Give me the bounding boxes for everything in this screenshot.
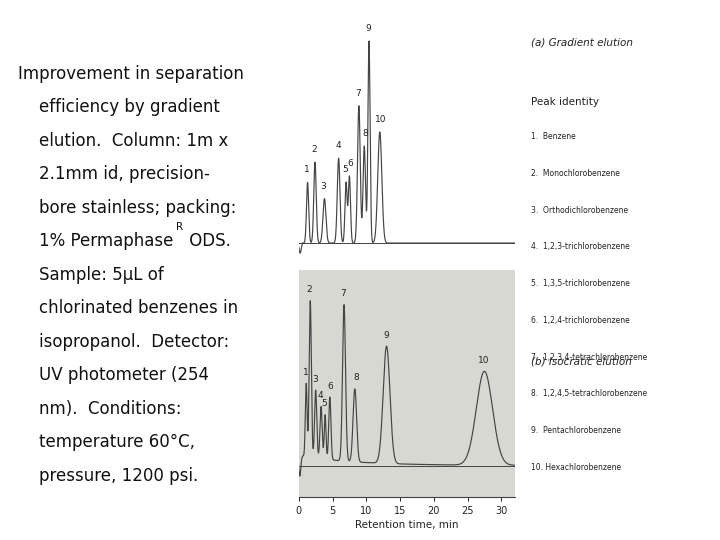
Text: 6: 6: [328, 382, 333, 390]
Text: 9.  Pentachlorobenzene: 9. Pentachlorobenzene: [531, 426, 621, 435]
Text: pressure, 1200 psi.: pressure, 1200 psi.: [18, 467, 198, 484]
Text: ODS.: ODS.: [184, 232, 231, 250]
Text: 2: 2: [312, 145, 317, 154]
X-axis label: Retention time, min: Retention time, min: [355, 520, 459, 530]
Text: 4: 4: [336, 141, 341, 150]
Text: 8.  1,2,4,5-tetrachlorobenzene: 8. 1,2,4,5-tetrachlorobenzene: [531, 389, 647, 399]
Text: isopropanol.  Detector:: isopropanol. Detector:: [18, 333, 229, 350]
Text: 10. Hexachlorobenzene: 10. Hexachlorobenzene: [531, 463, 621, 472]
Text: 2: 2: [307, 285, 312, 294]
Text: Improvement in separation: Improvement in separation: [18, 65, 243, 83]
Text: 5: 5: [343, 165, 348, 174]
Text: 8: 8: [353, 373, 359, 382]
Text: chlorinated benzenes in: chlorinated benzenes in: [18, 299, 238, 317]
Text: 5.  1,3,5-trichlorobenzene: 5. 1,3,5-trichlorobenzene: [531, 279, 630, 288]
Text: 10: 10: [478, 356, 490, 365]
Text: 7: 7: [340, 289, 346, 298]
Text: efficiency by gradient: efficiency by gradient: [18, 98, 220, 116]
Text: 10: 10: [375, 115, 387, 124]
Text: 3.  Orthodichlorobenzene: 3. Orthodichlorobenzene: [531, 206, 629, 215]
Text: 7.  1,2,3,4-tetrachlorobenzene: 7. 1,2,3,4-tetrachlorobenzene: [531, 353, 647, 362]
Text: 8: 8: [363, 129, 369, 138]
Text: 6.  1,2,4-trichlorobenzene: 6. 1,2,4-trichlorobenzene: [531, 316, 630, 325]
Text: Sample: 5μL of: Sample: 5μL of: [18, 266, 163, 284]
Text: R: R: [176, 222, 183, 233]
Text: 3: 3: [321, 181, 326, 191]
Text: bore stainless; packing:: bore stainless; packing:: [18, 199, 236, 217]
Text: 1.  Benzene: 1. Benzene: [531, 132, 576, 141]
Text: 1% Permaphase: 1% Permaphase: [18, 232, 173, 250]
Text: 9: 9: [383, 330, 389, 340]
Text: 1: 1: [302, 368, 308, 377]
Text: 6: 6: [347, 159, 353, 168]
Text: 2.  Monochlorobenzene: 2. Monochlorobenzene: [531, 169, 620, 178]
Text: 1: 1: [304, 165, 310, 174]
Text: Peak identity: Peak identity: [531, 97, 599, 107]
Text: 7: 7: [355, 89, 361, 98]
Text: 9: 9: [366, 24, 372, 33]
Text: 2.1mm id, precision-: 2.1mm id, precision-: [18, 165, 210, 183]
Text: 3: 3: [312, 375, 318, 383]
Text: (a) Gradient elution: (a) Gradient elution: [531, 38, 633, 48]
Text: UV photometer (254: UV photometer (254: [18, 366, 209, 384]
Text: 5: 5: [322, 399, 328, 408]
Text: temperature 60°C,: temperature 60°C,: [18, 433, 194, 451]
Text: elution.  Column: 1m x: elution. Column: 1m x: [18, 132, 228, 150]
Text: nm).  Conditions:: nm). Conditions:: [18, 400, 181, 417]
Text: (b) Isocratic elution: (b) Isocratic elution: [531, 356, 632, 367]
Text: 4.  1,2,3-trichlorobenzene: 4. 1,2,3-trichlorobenzene: [531, 242, 630, 252]
Text: 4: 4: [318, 391, 323, 400]
